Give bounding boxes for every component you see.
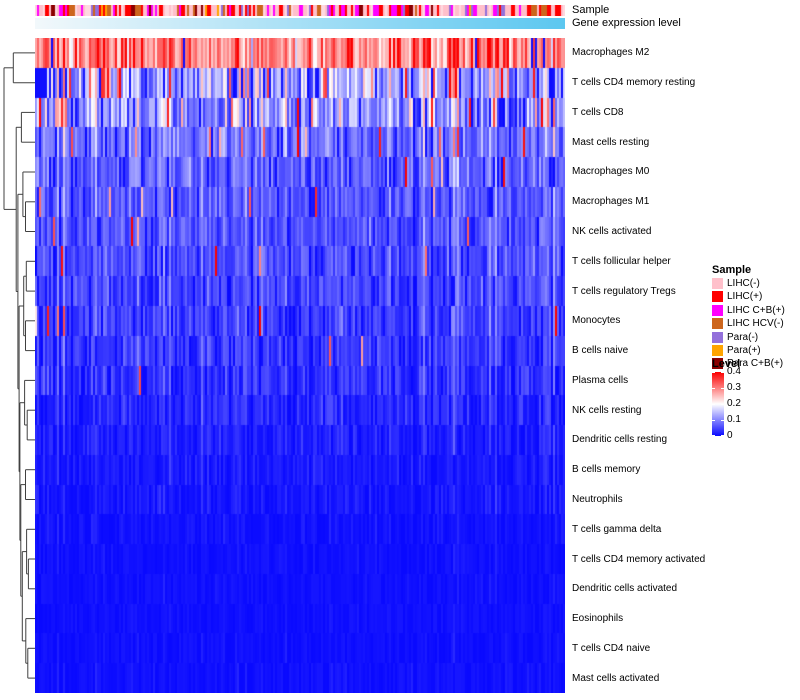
level-tick-mark <box>712 372 715 373</box>
row-label: B cells naive <box>572 345 629 357</box>
level-tick-label: 0.3 <box>727 382 741 393</box>
row-label: T cells gamma delta <box>572 523 662 535</box>
row-label: Macrophages M1 <box>572 196 650 208</box>
sample-legend-swatch <box>712 318 723 330</box>
row-label: Plasma cells <box>572 374 629 386</box>
row-label: Macrophages M0 <box>572 166 650 178</box>
sample-legend-label: LIHC(-) <box>727 278 760 289</box>
level-tick-label: 0 <box>727 430 733 441</box>
level-tick-mark <box>712 435 715 436</box>
gene-expression-annotation-label: Gene expression level <box>572 17 681 29</box>
sample-legend-label: LIHC HCV(-) <box>727 318 784 330</box>
row-label: T cells regulatory Tregs <box>572 285 676 297</box>
sample-legend-swatch <box>712 345 723 356</box>
row-label: Neutrophils <box>572 493 623 505</box>
sample-legend-label: LIHC C+B(+) <box>727 304 785 316</box>
row-label: T cells CD4 naive <box>572 642 651 654</box>
row-label: T cells CD4 memory resting <box>572 77 696 89</box>
row-label: Dendritic cells resting <box>572 434 668 446</box>
level-tick-mark <box>721 388 724 389</box>
level-tick-label: 0.2 <box>727 398 741 409</box>
level-tick-mark <box>721 404 724 405</box>
level-tick-mark <box>721 372 724 373</box>
sample-legend-swatch <box>712 331 723 343</box>
sample-legend-label: Para C+B(+) <box>727 358 784 370</box>
row-label: Monocytes <box>572 315 621 327</box>
row-label: Macrophages M2 <box>572 47 650 59</box>
row-label: Mast cells resting <box>572 136 650 148</box>
heatmap-canvas <box>35 38 565 693</box>
row-label: Eosinophils <box>572 613 624 625</box>
level-legend-title: Level <box>712 358 741 370</box>
row-label: T cells follicular helper <box>572 255 671 267</box>
sample-legend-swatch <box>712 278 723 289</box>
row-label: B cells memory <box>572 464 641 476</box>
level-tick-mark <box>712 388 715 389</box>
row-dendrogram <box>3 52 35 679</box>
gene-expression-annotation-bar <box>35 18 565 29</box>
level-tick-mark <box>721 420 724 421</box>
row-label: Mast cells activated <box>572 672 660 684</box>
sample-legend-label: LIHC(+) <box>727 291 763 303</box>
row-label: T cells CD8 <box>572 106 624 118</box>
sample-legend-swatch <box>712 291 723 303</box>
sample-legend-title: Sample <box>712 264 752 276</box>
sample-annotation-bar <box>35 5 565 16</box>
level-tick-label: 0.1 <box>727 414 741 425</box>
level-tick-label: 0.4 <box>727 366 741 377</box>
level-tick-mark <box>712 404 715 405</box>
row-label: NK cells activated <box>572 226 652 238</box>
row-label: T cells CD4 memory activated <box>572 553 706 565</box>
level-tick-mark <box>712 420 715 421</box>
sample-legend-swatch <box>712 304 723 316</box>
sample-annotation-label: Sample <box>572 4 610 16</box>
sample-legend-label: Para(-) <box>727 331 759 343</box>
row-label: NK cells resting <box>572 404 642 416</box>
sample-legend-label: Para(+) <box>727 345 761 356</box>
level-tick-mark <box>721 435 724 436</box>
sample-legend-swatch <box>712 358 723 370</box>
row-label: Dendritic cells activated <box>572 583 678 595</box>
